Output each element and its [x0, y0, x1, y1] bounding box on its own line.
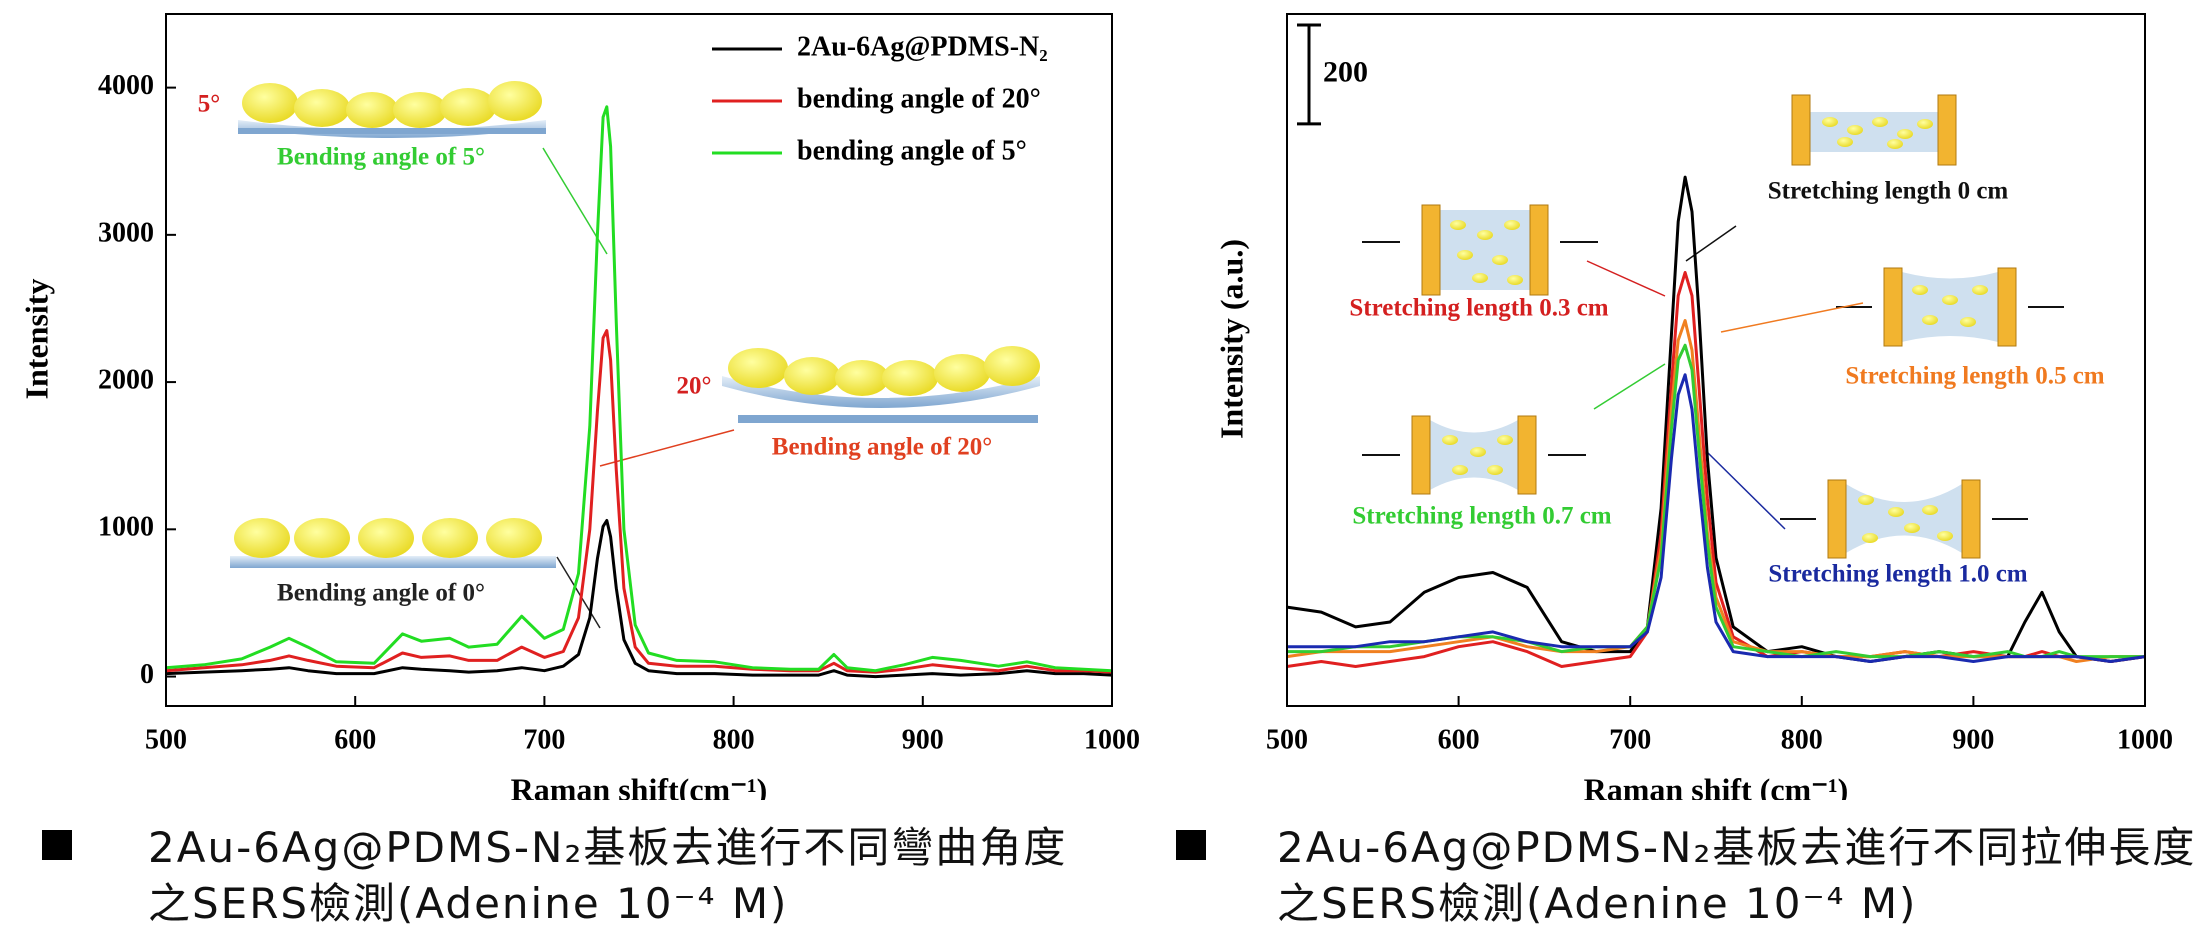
x-tick-label: 900 — [902, 724, 944, 755]
caption: 2Au-6Ag@PDMS-N₂基板去進行不同拉伸長度之SERS檢測(Adenin… — [1277, 820, 2207, 932]
substrate — [230, 556, 556, 568]
x-tick-label: 800 — [713, 724, 755, 755]
y-axis-label: Intensity — [18, 279, 54, 400]
stretch-0 — [1792, 95, 1956, 165]
y-tick-label: 0 — [140, 659, 154, 690]
scale-bar-label: 200 — [1323, 55, 1368, 88]
y-axis-label: Intensity (a.u.) — [1213, 239, 1249, 439]
x-tick-label: 800 — [1781, 724, 1823, 755]
y-tick-label: 4000 — [98, 70, 154, 101]
x-axis-label: Raman shift (cm⁻¹) — [1584, 771, 1849, 800]
annotation: Bending angle of 0° — [277, 580, 485, 607]
y-tick-label: 3000 — [98, 217, 154, 248]
stretch-05 — [1884, 268, 2016, 346]
annotation: 5° — [198, 91, 221, 118]
x-tick-label: 1000 — [2117, 724, 2173, 755]
x-tick-label: 500 — [145, 724, 187, 755]
x-tick-label: 700 — [1609, 724, 1651, 755]
figure: 500 600 700 800 900 1000 0 1000 2000 3000 4000 Rama… — [0, 0, 2212, 800]
annotation: 20° — [677, 373, 712, 400]
x-tick-label: 900 — [1952, 724, 1994, 755]
x-tick-label: 600 — [334, 724, 376, 755]
x-tick-label: 500 — [1266, 724, 1308, 755]
legend-label: bending angle of 20° — [797, 83, 1041, 114]
x-axis-label: Raman shift(cm⁻¹) — [511, 771, 768, 800]
annotation: Stretching length 0 cm — [1768, 178, 2009, 205]
annotation: Bending angle of 20° — [772, 434, 992, 461]
substrate — [738, 415, 1038, 423]
annotation: Stretching length 0.7 cm — [1352, 503, 1611, 530]
annotation: Stretching length 1.0 cm — [1768, 561, 2027, 588]
caption: 2Au-6Ag@PDMS-N₂基板去進行不同彎曲角度之SERS檢測(Adenin… — [148, 820, 1088, 932]
page: 500 600 700 800 900 1000 0 1000 2000 3000 4000 Rama… — [0, 0, 2212, 935]
series-line — [1287, 345, 2145, 656]
x-tick-label: 600 — [1438, 724, 1480, 755]
annotation: Stretching length 0.3 cm — [1349, 295, 1608, 322]
stretch-07 — [1412, 416, 1536, 494]
legend-label: 2Au-6Ag@PDMS-N₂ — [797, 31, 1048, 62]
beads — [242, 81, 542, 128]
annotation: Bending angle of 5° — [277, 144, 485, 171]
illustrations — [230, 81, 2064, 628]
legend-label: bending angle of 5° — [797, 135, 1027, 166]
bullet — [42, 830, 72, 860]
annotation: Stretching length 0.5 cm — [1845, 363, 2104, 390]
y-tick-label: 2000 — [98, 365, 154, 396]
stretch-03 — [1422, 205, 1548, 295]
bullet — [1176, 830, 1206, 860]
x-tick-label: 700 — [523, 724, 565, 755]
substrate — [238, 128, 546, 134]
x-tick-label: 1000 — [1084, 724, 1140, 755]
y-tick-label: 1000 — [98, 512, 154, 543]
stretch-10 — [1828, 480, 1980, 558]
beads — [234, 518, 542, 558]
